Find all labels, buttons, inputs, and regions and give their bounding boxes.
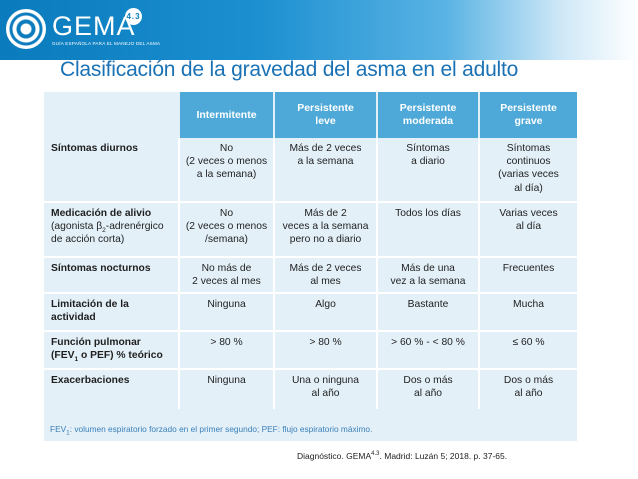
table-footnote: FEV1: volumen espiratorio forzado en el … — [50, 424, 373, 437]
table-cell: Más de 2 veces a la semana pero no a diari… — [273, 202, 377, 258]
row-header: Síntomas diurnos — [44, 138, 179, 203]
table-cell: Dos o más al año — [478, 369, 577, 409]
table-cell: Síntomas a diario — [376, 138, 479, 203]
logo-circle-icon — [6, 9, 46, 49]
table-row: Limitación de la actividad Ninguna Algo B… — [44, 293, 577, 332]
column-header: Persistente moderada — [376, 92, 479, 138]
table-cell: Más de 2 veces al mes — [273, 257, 377, 294]
table-cell: Síntomas continuos (varias veces al día) — [478, 138, 577, 203]
table-cell: Todos los días — [376, 202, 479, 258]
column-header: Persistente leve — [273, 92, 377, 138]
table-row: Síntomas diurnos No (2 veces o menos a la … — [44, 138, 577, 203]
table-cell: Una o ninguna al año — [273, 369, 377, 409]
table-cell: Frecuentes — [478, 257, 577, 294]
table-cell: No (2 veces o menos/semana) — [178, 202, 274, 258]
table-cell: > 80 % — [178, 331, 274, 370]
table-cell: Dos o más al año — [376, 369, 479, 409]
logo-subtitle: GUÍA ESPAÑOLA PARA EL MANEJO DEL ASMA — [52, 41, 161, 46]
table-row: Síntomas nocturnos No más de 2 veces al m… — [44, 257, 577, 294]
source-citation: Diagnóstico. GEMA4.3. Madrid: Luzán 5; 2… — [297, 451, 508, 461]
table-cell: Algo — [273, 293, 377, 332]
table-cell: Más de una vez a la semana — [376, 257, 479, 294]
classification-table-panel: Intermitente Persistente leve Persistente… — [44, 92, 577, 441]
table-cell: ≤ 60 % — [478, 331, 577, 370]
table-row: Medicación de alivio (agonista β2-adrenér… — [44, 202, 577, 258]
table-corner — [44, 92, 179, 138]
table-row: Función pulmonar (FEV1 o PEF) % teórico >… — [44, 331, 577, 370]
row-header: Síntomas nocturnos — [44, 257, 179, 294]
table-cell: > 80 % — [273, 331, 377, 370]
table-cell: No (2 veces o menos a la semana) — [178, 138, 274, 203]
logo-version-badge: 4.3 — [125, 8, 142, 25]
slide-title: Clasificación de la gravedad del asma en… — [60, 58, 519, 81]
column-header: Persistente grave — [478, 92, 577, 138]
row-header: Medicación de alivio (agonista β2-adrenér… — [44, 202, 179, 258]
table-cell: Mucha — [478, 293, 577, 332]
table-header-row: Intermitente Persistente leve Persistente… — [44, 92, 577, 138]
table-cell: No más de 2 veces al mes — [178, 257, 274, 294]
row-header: Exacerbaciones — [51, 375, 130, 386]
column-header: Intermitente — [178, 92, 274, 138]
table-cell: Bastante — [376, 293, 479, 332]
row-header: Limitación de la actividad — [44, 293, 179, 332]
table-cell: Varias veces al día — [478, 202, 577, 258]
row-header: Función pulmonar (FEV1 o PEF) % teórico — [44, 331, 179, 370]
table-cell: > 60 % - < 80 % — [376, 331, 479, 370]
table-cell: Más de 2 veces a la semana — [273, 138, 377, 203]
table-row: Exacerbaciones Ninguna Una o ninguna al a… — [44, 369, 577, 409]
table-cell: Ninguna — [178, 293, 274, 332]
logo-name: GEMA — [52, 11, 136, 41]
header-band: GEMA 4.3 GUÍA ESPAÑOLA PARA EL MANEJO DE… — [0, 0, 638, 60]
table-cell: Ninguna — [178, 369, 274, 409]
gema-logo: GEMA 4.3 GUÍA ESPAÑOLA PARA EL MANEJO DE… — [6, 6, 160, 52]
severity-table: Intermitente Persistente leve Persistente… — [44, 92, 577, 409]
